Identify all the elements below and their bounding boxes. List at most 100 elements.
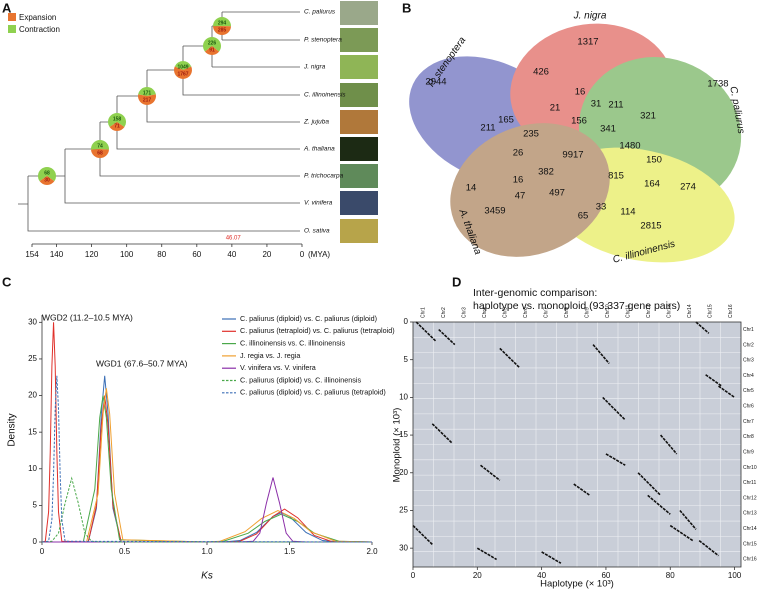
pie-contraction	[38, 167, 56, 182]
expansion-label: 91	[209, 47, 215, 53]
expansion-label: 217	[143, 97, 152, 103]
legend-label: Contraction	[19, 25, 60, 34]
venn-count: 47	[515, 191, 526, 202]
venn-count: 497	[549, 188, 565, 199]
synteny-block	[476, 547, 498, 561]
synteny-block	[705, 374, 723, 387]
x-chromosome-label: Chr1	[421, 307, 427, 318]
venn	[409, 23, 742, 263]
y-axis-label: Density	[7, 413, 18, 446]
pie-contraction	[203, 37, 221, 52]
expansion-label: 68	[97, 150, 103, 156]
venn-count: 9917	[562, 150, 583, 161]
density-line	[41, 476, 372, 543]
density-line	[42, 477, 372, 543]
synteny-block	[415, 321, 437, 342]
x-tick-label: 100	[120, 250, 134, 259]
x-tick-label: 154	[25, 250, 39, 259]
legend-label: C. paliurus (diploid) vs. C. illinoinens…	[240, 375, 361, 384]
y-chromosome-label: Chr4	[743, 373, 754, 379]
x-chromosome-label: Chr6	[523, 307, 529, 318]
venn-count: 211	[608, 100, 623, 111]
x-chromosome-label: Chr2	[441, 307, 447, 318]
y-tick-label: 15	[399, 430, 408, 439]
expansion-label: 30	[44, 177, 50, 183]
venn-count: 150	[646, 155, 662, 166]
density-line	[42, 375, 372, 543]
synteny-block	[718, 385, 736, 399]
contraction-label: 1049	[177, 64, 188, 70]
chart-title: Inter-genomic comparison:	[473, 287, 597, 299]
venn-count: 2815	[640, 221, 661, 232]
contraction-label: 68	[44, 170, 50, 176]
taxon-label: P. stenoptera	[304, 37, 342, 44]
expansion-label: 285	[218, 27, 227, 33]
panel-letter: C	[2, 274, 12, 289]
y-chromosome-label: Chr2	[743, 342, 754, 348]
x-chromosome-label: Chr14	[687, 304, 693, 318]
synteny-block	[698, 539, 719, 557]
venn-count: 65	[578, 211, 589, 222]
x-tick-label: 1.0	[201, 547, 213, 556]
y-tick-label: 10	[399, 392, 408, 401]
synteny-block	[480, 464, 501, 481]
x-axis-label: Haplotype (× 10³)	[540, 579, 614, 590]
venn-count: 235	[523, 129, 539, 140]
x-chromosome-label: Chr11	[626, 305, 632, 318]
legend-label: C. illinoinensis vs. C. illinoinensis	[240, 339, 345, 348]
y-chromosome-label: Chr3	[743, 358, 754, 364]
annotation: WGD2 (11.2–10.5 MYA)	[42, 312, 133, 322]
venn-count: 1738	[707, 79, 728, 90]
contraction-label: 226	[208, 40, 217, 46]
venn-count: 211	[480, 123, 495, 134]
legend-label: C. paliurus (tetraploid) vs. C. paliurus…	[240, 326, 395, 335]
synteny-block	[637, 472, 662, 496]
pie-contraction	[108, 113, 127, 128]
y-tick-label: 25	[399, 506, 408, 515]
x-tick-label: 0	[40, 547, 45, 556]
x-tick-label: 20	[473, 571, 482, 580]
plot-frame	[412, 321, 742, 568]
set-label: J. nigra	[573, 11, 607, 22]
y-tick-label: 30	[28, 317, 37, 326]
x-tick-label: 0	[300, 250, 305, 259]
contraction-label: 294	[218, 20, 227, 26]
x-chromosome-label: Chr10	[605, 304, 611, 318]
x-chromosome-label: Chr4	[482, 307, 488, 318]
y-chromosome-label: Chr16	[743, 557, 757, 563]
legend-label: V. vinifera vs. V. vinifera	[240, 363, 316, 372]
venn-count: 274	[680, 182, 696, 193]
taxon-label: C. illinoinensis	[304, 92, 346, 99]
venn-count: 426	[533, 67, 549, 78]
contraction-label: 171	[143, 90, 152, 96]
x-chromosome-label: Chr16	[728, 304, 734, 318]
pie-expansion	[138, 94, 156, 105]
chart-subtitle: haplotype vs. monoploid (93,337 gene pai…	[473, 300, 680, 312]
venn-count: 382	[538, 167, 554, 178]
y-tick-label: 20	[399, 468, 408, 477]
venn-count: 1480	[619, 141, 640, 152]
axis-unit: (MYA)	[308, 250, 330, 259]
expansion-label: 71	[114, 123, 120, 129]
taxon-label: Z. jujuba	[303, 119, 329, 126]
x-tick-label: 40	[227, 250, 236, 259]
x-chromosome-label: Chr5	[503, 307, 509, 318]
annotation: 46.07	[226, 236, 242, 242]
x-chromosome-label: Chr7	[544, 307, 550, 318]
venn-count: 2944	[425, 77, 446, 88]
y-tick-label: 5	[404, 355, 409, 364]
x-tick-label: 60	[601, 571, 610, 580]
venn-count: 156	[571, 116, 587, 127]
synteny-block	[679, 509, 697, 530]
density-line	[41, 322, 373, 543]
y-chromosome-label: Chr12	[743, 495, 757, 501]
pie-expansion	[174, 66, 192, 79]
y-axis-label: Monoploid (× 10³)	[392, 408, 403, 483]
panel-letter: B	[402, 0, 411, 15]
y-chromosome-label: Chr8	[743, 434, 754, 440]
y-chromosome-label: Chr11	[743, 480, 756, 486]
synteny-block	[592, 344, 610, 364]
x-tick-label: 20	[262, 250, 271, 259]
y-tick-label: 0	[33, 537, 38, 546]
venn-count: 341	[600, 124, 616, 135]
